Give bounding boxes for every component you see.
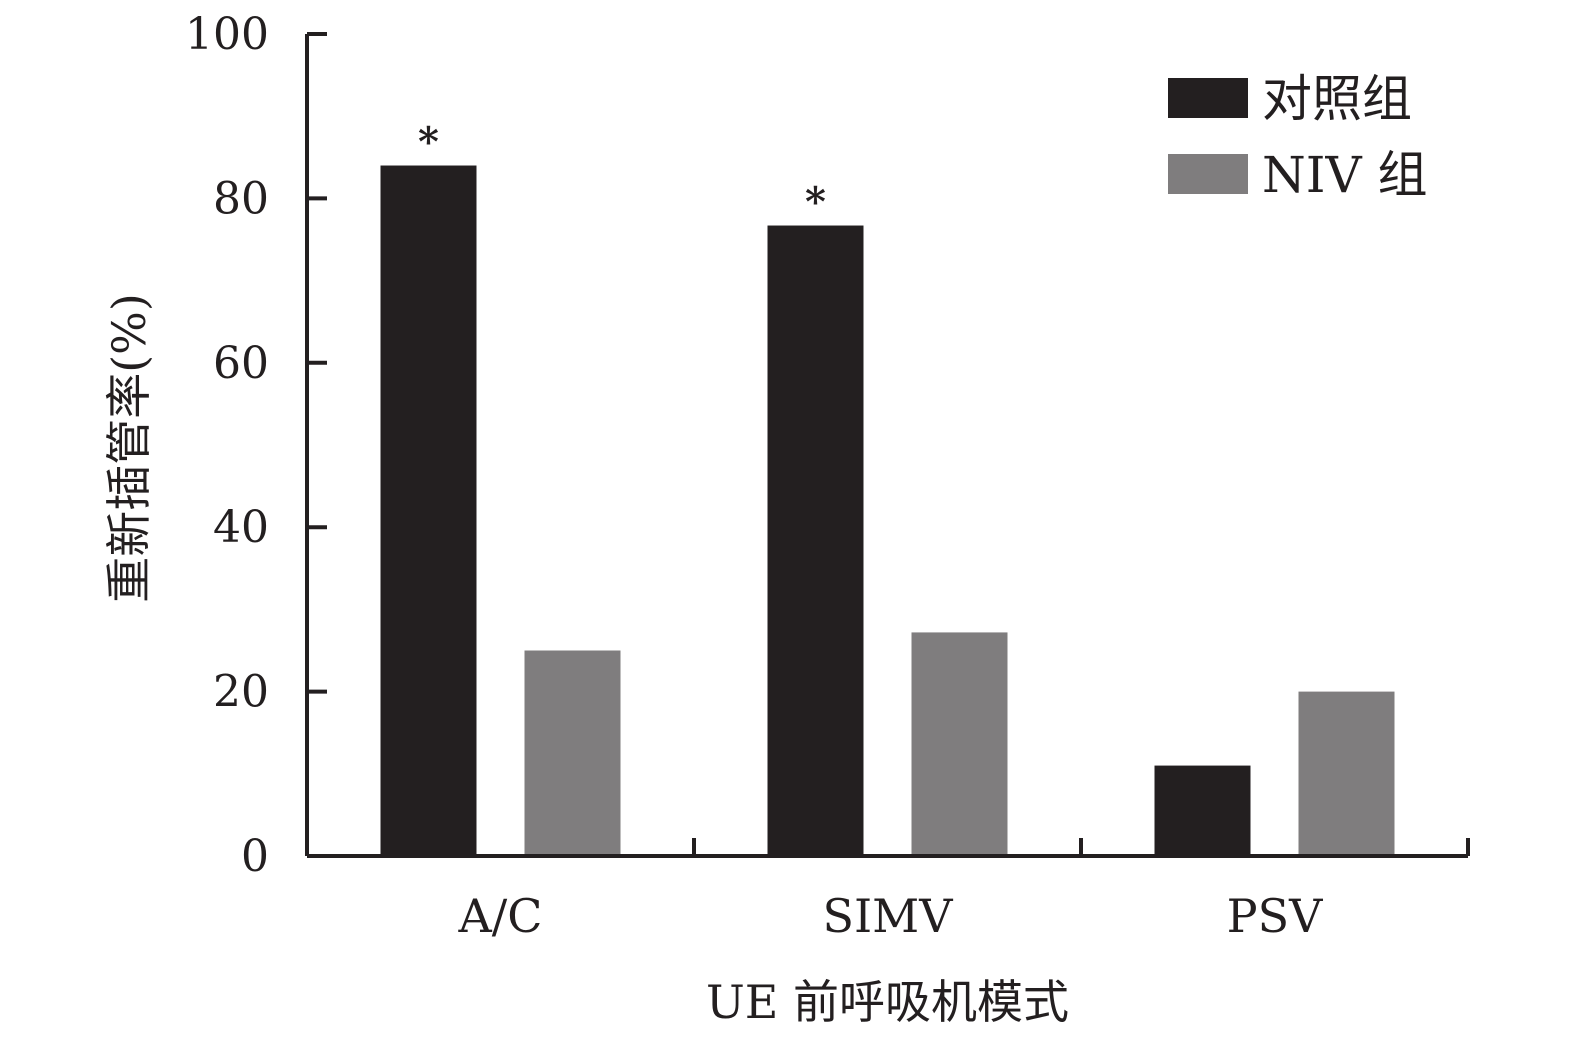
significance-marker-simv: * xyxy=(805,179,826,226)
bar-psv-series-0 xyxy=(1154,765,1251,854)
x-axis-title: UE 前呼吸机模式 xyxy=(706,975,1069,1029)
axes xyxy=(305,32,1470,858)
y-tick-label-40: 40 xyxy=(213,502,269,553)
significance-marker-a-c: * xyxy=(418,119,439,166)
x-tick-label-psv: PSV xyxy=(1227,889,1323,943)
bar-simv-series-1 xyxy=(911,632,1008,854)
x-tick-label-a-c: A/C xyxy=(458,889,543,943)
y-axis-title: 重新插管率(%) xyxy=(102,293,156,603)
legend-label-series-1: NIV 组 xyxy=(1262,146,1428,204)
legend: 对照组 NIV 组 xyxy=(1168,70,1428,204)
labels: 0 20 40 60 80 100 * A/C * SIMV PSV UE 前呼吸机模式 重新插管率(%… xyxy=(102,9,1323,1029)
bar-psv-series-1 xyxy=(1298,691,1395,854)
bar-a-c-series-0 xyxy=(380,165,477,854)
legend-swatch-series-0 xyxy=(1168,78,1248,118)
x-tick-label-simv: SIMV xyxy=(822,889,953,943)
y-tick-label-80: 80 xyxy=(213,173,269,224)
bars xyxy=(380,165,1395,854)
y-tick-label-20: 20 xyxy=(213,667,269,718)
legend-label-series-0: 对照组 xyxy=(1262,70,1412,128)
y-tick-label-60: 60 xyxy=(213,338,269,389)
legend-swatch-series-1 xyxy=(1168,154,1248,194)
y-tick-label-100: 100 xyxy=(185,9,269,60)
bar-a-c-series-1 xyxy=(524,650,621,854)
y-tick-label-0: 0 xyxy=(241,831,269,882)
bar-simv-series-0 xyxy=(767,225,864,854)
